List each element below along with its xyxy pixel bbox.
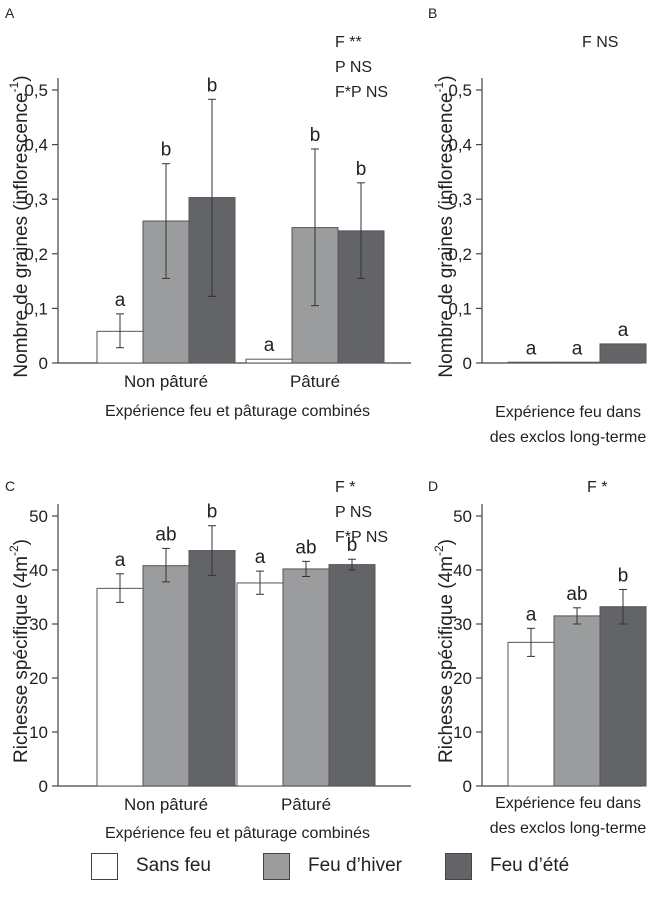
bar xyxy=(553,615,601,787)
x-category-label: Pâturé xyxy=(290,372,340,391)
legend-swatch-feu-hiver xyxy=(263,852,290,880)
significance-letter: b xyxy=(310,125,321,146)
significance-letter: a xyxy=(115,290,126,311)
y-tick-label: 20 xyxy=(29,669,48,688)
stats-annotation: F*P NS xyxy=(335,529,388,546)
y-tick-label: 0,1 xyxy=(448,299,472,318)
y-tick-label: 10 xyxy=(453,723,472,742)
bar xyxy=(507,641,555,787)
y-tick-label: 0,4 xyxy=(24,136,48,155)
legend-item-feu-ete: Feu d’été xyxy=(445,852,569,880)
significance-letter: a xyxy=(526,338,537,359)
y-tick-label: 30 xyxy=(453,615,472,634)
bar xyxy=(96,587,144,787)
stats-annotation: P NS xyxy=(335,504,372,521)
x-category-label: Non pâturé xyxy=(124,372,208,391)
stats-annotation: F NS xyxy=(582,34,618,51)
panel-d: D 0 10 20 30 40 50 Richesse spécifique (4m-2) F … xyxy=(428,478,647,837)
bar xyxy=(599,343,647,364)
significance-letter: a xyxy=(255,547,266,568)
y-tick-label: 40 xyxy=(453,561,472,580)
bar xyxy=(507,361,555,364)
significance-letter: b xyxy=(207,75,218,96)
x-axis-title: Expérience feu et pâturage combinés xyxy=(105,403,370,420)
stats-annotation: F*P NS xyxy=(335,84,388,101)
legend-label-feu-hiver: Feu d’hiver xyxy=(308,855,402,876)
y-tick-label: 0 xyxy=(463,354,472,373)
x-axis-title: des exclos long-terme xyxy=(490,429,647,446)
stats-annotation: F * xyxy=(335,479,355,496)
bar xyxy=(188,550,236,787)
legend: Sans feu Feu d’hiver Feu d’été xyxy=(0,846,671,886)
legend-label-feu-ete: Feu d’été xyxy=(490,855,570,876)
x-axis-title: des exclos long-terme xyxy=(490,820,647,837)
legend-item-sans-feu: Sans feu xyxy=(91,852,211,880)
x-category-label: Non pâturé xyxy=(124,795,208,814)
x-category-label: Pâturé xyxy=(281,795,331,814)
y-tick-label: 0,3 xyxy=(24,190,48,209)
y-tick-label: 50 xyxy=(453,507,472,526)
bar xyxy=(245,358,293,364)
significance-letter: a xyxy=(526,604,537,625)
bar xyxy=(328,564,376,787)
panel-letter: B xyxy=(428,5,437,21)
y-tick-label: 10 xyxy=(29,723,48,742)
y-tick-label: 0,5 xyxy=(24,81,48,100)
y-axis-label: Richesse spécifique (4m-2) xyxy=(432,539,457,763)
y-tick-label: 0,4 xyxy=(448,136,472,155)
panel-c: C 0 10 20 30 40 50 Richesse spécifique (4m-2) F … xyxy=(5,478,411,842)
x-axis-title: Expérience feu dans xyxy=(495,795,641,812)
significance-letter: b xyxy=(207,502,218,523)
significance-letter: b xyxy=(356,159,367,180)
stats-annotation: P NS xyxy=(335,59,372,76)
legend-item-feu-hiver: Feu d’hiver xyxy=(263,852,402,880)
y-tick-label: 0,3 xyxy=(448,190,472,209)
y-tick-label: 50 xyxy=(29,507,48,526)
y-axis-label: Richesse spécifique (4m-2) xyxy=(7,539,32,763)
significance-letter: ab xyxy=(155,524,176,545)
y-tick-label: 0,5 xyxy=(448,81,472,100)
panel-letter: C xyxy=(5,478,15,494)
y-tick-label: 0,2 xyxy=(24,245,48,264)
significance-letter: b xyxy=(618,565,629,586)
legend-swatch-sans-feu xyxy=(91,852,118,880)
y-tick-label: 0 xyxy=(463,777,472,796)
y-tick-label: 30 xyxy=(29,615,48,634)
y-axis-label: Nombre de graines (inflorescence-1) xyxy=(7,75,32,377)
bar xyxy=(553,361,601,364)
bar xyxy=(142,565,190,787)
panel-letter: A xyxy=(5,5,15,21)
y-tick-label: 40 xyxy=(29,561,48,580)
significance-letter: ab xyxy=(566,584,587,605)
bar xyxy=(236,582,284,787)
y-tick-label: 0,2 xyxy=(448,245,472,264)
bar xyxy=(282,568,330,787)
y-axis-label: Nombre de graines (inflorescence-1) xyxy=(432,75,457,377)
significance-letter: a xyxy=(264,335,275,356)
stats-annotation: F * xyxy=(587,479,607,496)
stats-annotation: F ** xyxy=(335,34,362,51)
significance-letter: b xyxy=(161,140,172,161)
significance-letter: b xyxy=(347,535,358,556)
significance-letter: a xyxy=(115,550,126,571)
legend-label-sans-feu: Sans feu xyxy=(136,855,211,876)
significance-letter: a xyxy=(572,338,583,359)
bar xyxy=(599,606,647,787)
significance-letter: ab xyxy=(295,537,316,558)
y-tick-label: 20 xyxy=(453,669,472,688)
legend-swatch-feu-ete xyxy=(445,852,472,880)
y-tick-label: 0 xyxy=(39,354,48,373)
x-axis-title: Expérience feu dans xyxy=(495,404,641,421)
significance-letter: a xyxy=(618,320,629,341)
panel-letter: D xyxy=(428,478,438,494)
x-axis-title: Expérience feu et pâturage combinés xyxy=(105,825,370,842)
y-tick-label: 0 xyxy=(39,777,48,796)
y-tick-label: 0,1 xyxy=(24,299,48,318)
